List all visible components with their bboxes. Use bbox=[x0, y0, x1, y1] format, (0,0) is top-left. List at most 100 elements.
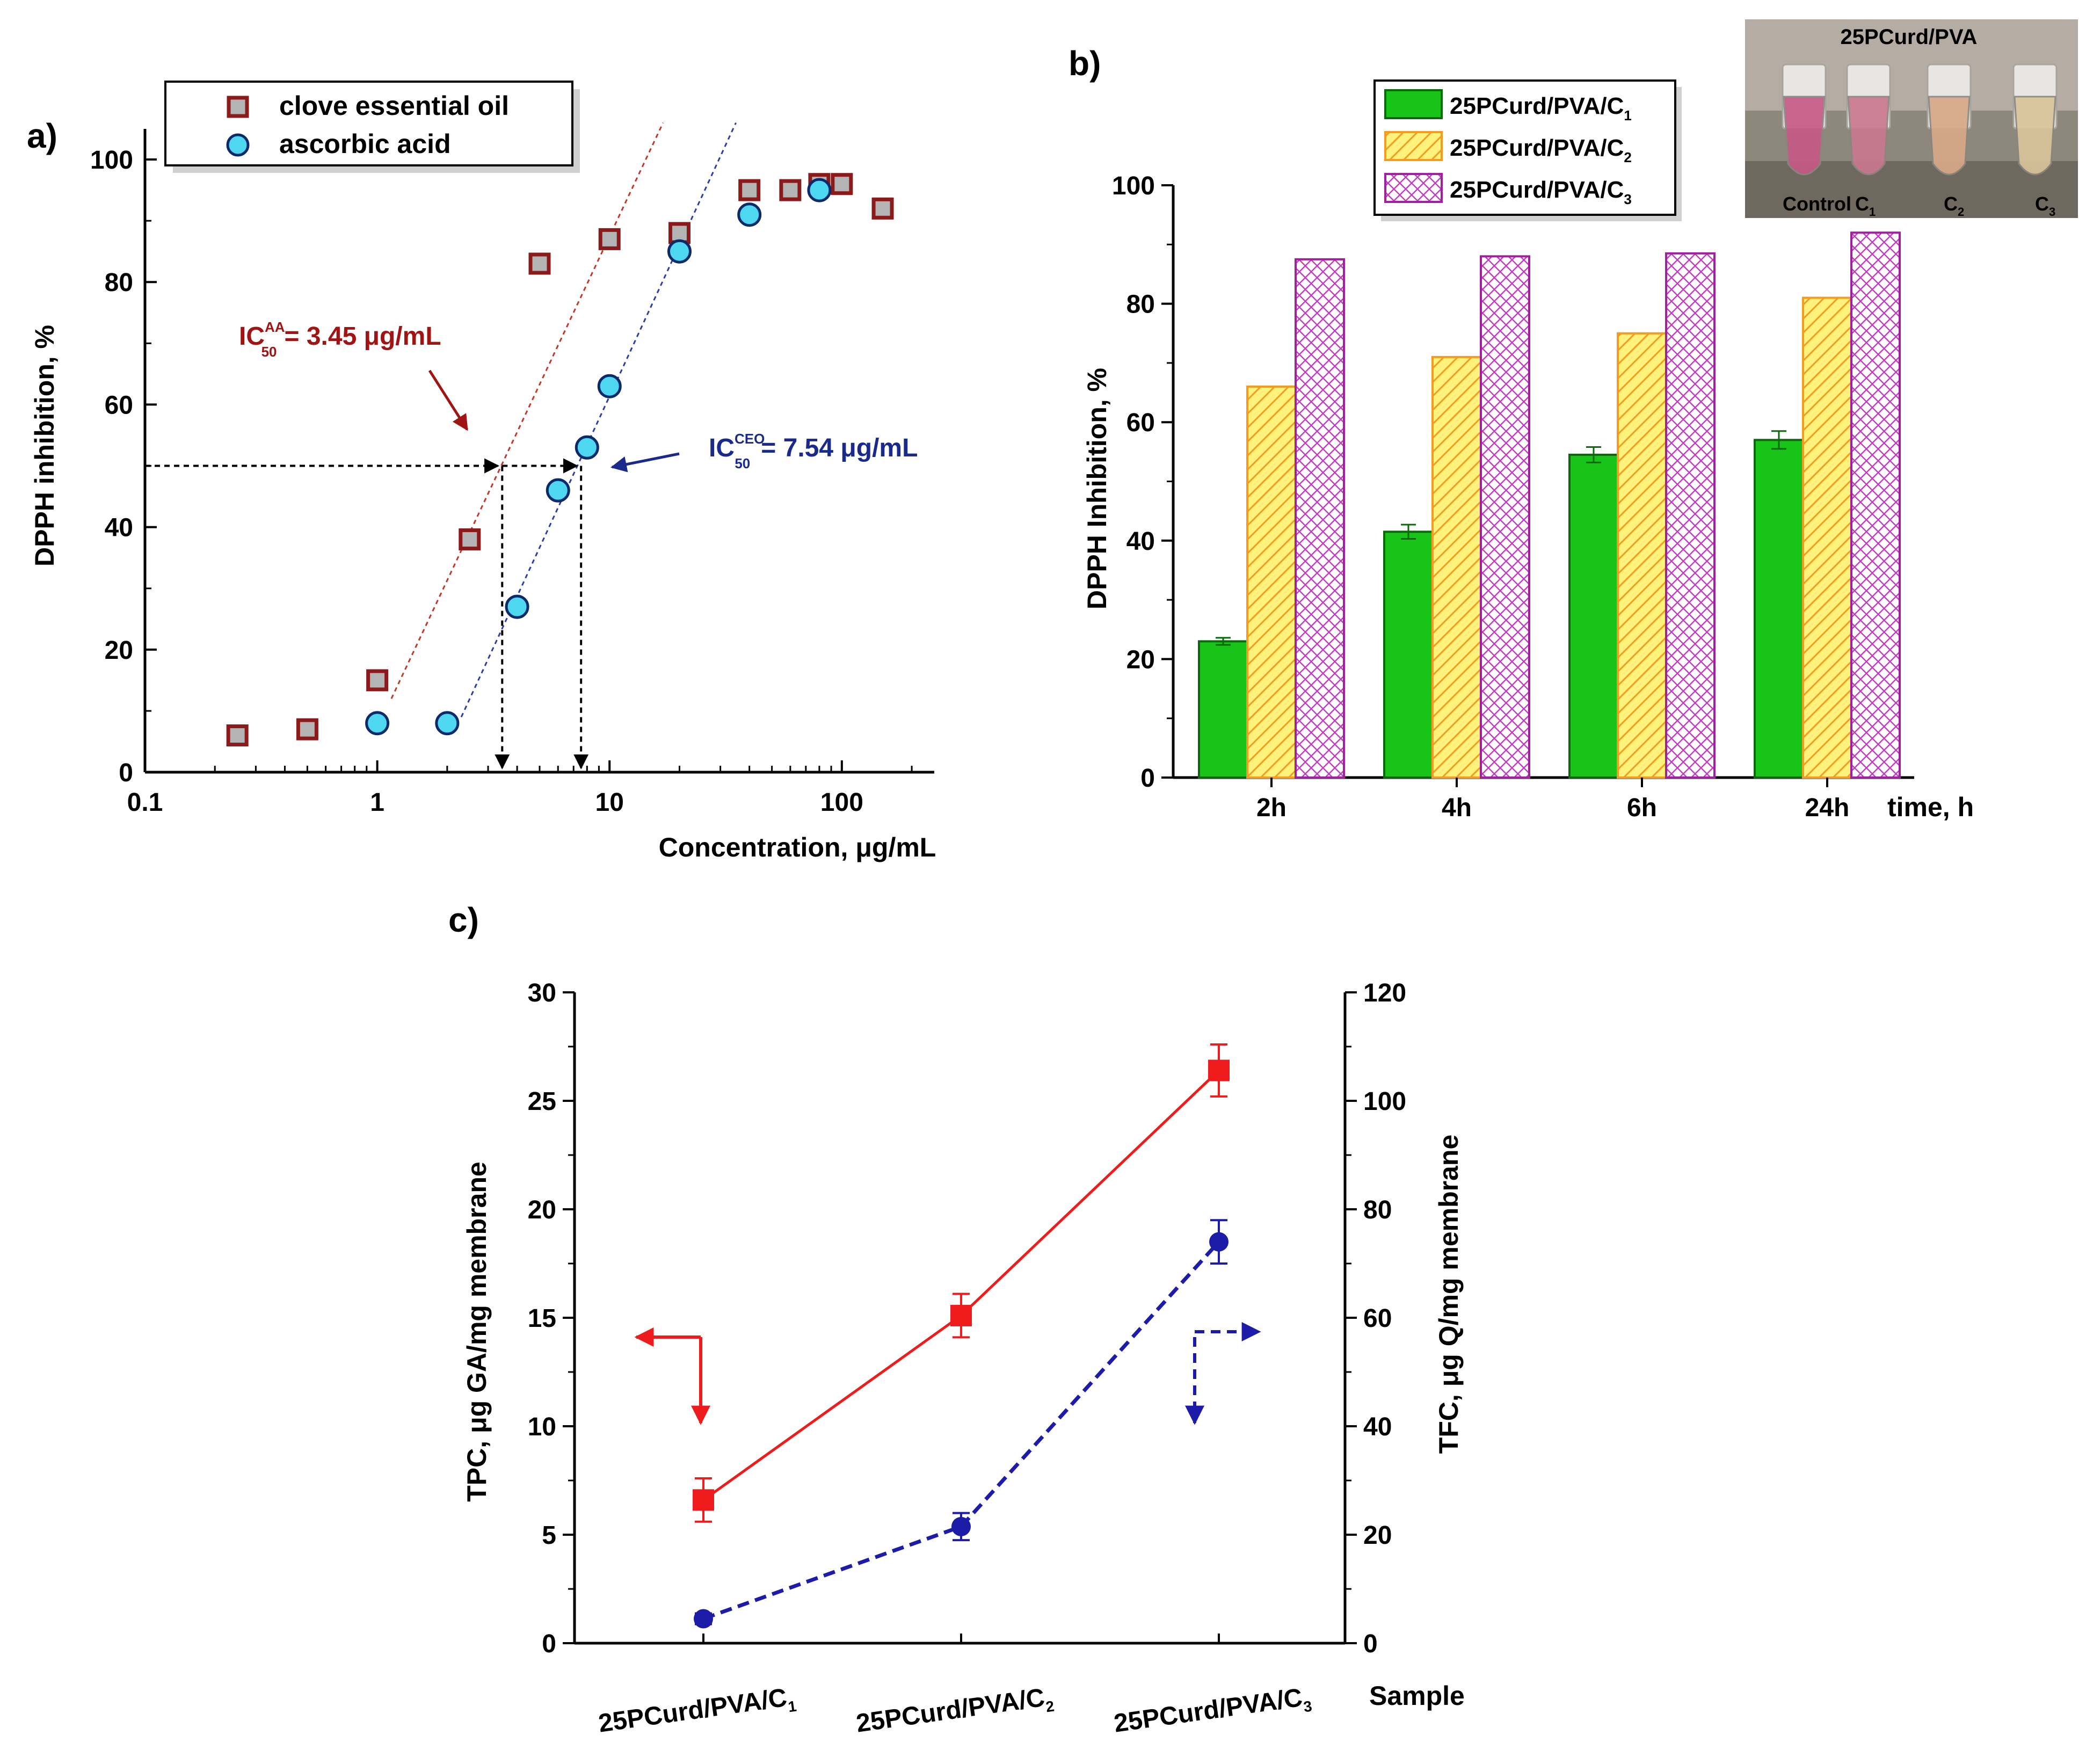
bar-2h-c3 bbox=[1295, 258, 1345, 779]
panel-b-ytick-label: 100 bbox=[1112, 172, 1155, 200]
legend-c2-swatch bbox=[1384, 131, 1443, 161]
vial-liquid bbox=[1928, 96, 1971, 176]
panel-b-ytick-label: 80 bbox=[1126, 291, 1155, 319]
point-clove bbox=[598, 228, 621, 250]
point-clove bbox=[296, 718, 318, 741]
point-TFC bbox=[951, 1516, 971, 1536]
panel-a-xtick-label: 10 bbox=[595, 788, 624, 817]
point-clove bbox=[738, 179, 761, 201]
panel-c-xtick-label: 25PCurd/PVA/C1 bbox=[597, 1682, 797, 1742]
panel-a-ytick-label: 100 bbox=[90, 146, 133, 175]
panel-b-ytick-label: 20 bbox=[1126, 645, 1155, 674]
panel-a-xtick-label: 100 bbox=[820, 788, 863, 817]
point-ascorbic bbox=[546, 478, 570, 503]
point-clove bbox=[831, 173, 853, 195]
panel-c-ytick-label-left: 10 bbox=[528, 1413, 556, 1441]
panel-c-xtick-label: 25PCurd/PVA/C2 bbox=[854, 1682, 1055, 1742]
legend-clove-label: clove essential oil bbox=[279, 91, 509, 121]
panel-c-ytick-label-right: 0 bbox=[1363, 1630, 1378, 1658]
panel-b-ylabel: DPPH Inhibition, % bbox=[1082, 368, 1112, 609]
vial-liquid bbox=[2014, 96, 2056, 176]
inset-label-c1: C1 bbox=[1855, 193, 1876, 219]
inset-label-c2: C2 bbox=[1944, 193, 1964, 219]
point-TPC bbox=[693, 1489, 714, 1511]
series-line-TPC bbox=[702, 1069, 1220, 1501]
point-TPC bbox=[1208, 1059, 1230, 1081]
panel-c-ytick-label-left: 25 bbox=[528, 1087, 556, 1116]
legend-c3-swatch bbox=[1384, 173, 1443, 203]
point-ascorbic bbox=[435, 711, 460, 736]
panel-b-xtick-label: 24h bbox=[1805, 794, 1850, 822]
panel-c-ytick-label-left: 30 bbox=[528, 979, 556, 1007]
point-clove bbox=[226, 724, 249, 747]
bar-6h-c3 bbox=[1665, 252, 1716, 779]
point-clove bbox=[366, 669, 389, 692]
panel-c-xlabel: Sample bbox=[1369, 1681, 1465, 1711]
panel-c-ytick-label-right: 100 bbox=[1363, 1087, 1406, 1116]
panel-b-chart: 0 20 40 60 80 100 2h 4h 6h 24h time, h DPPH Inhib… bbox=[1082, 19, 2078, 822]
vial-liquid bbox=[1847, 96, 1890, 176]
bar-24h-c1 bbox=[1754, 439, 1804, 779]
point-ascorbic bbox=[737, 202, 762, 227]
panel-a-ylabel: DPPH inhibition, % bbox=[30, 325, 60, 567]
panel-a-xtick-label: 1 bbox=[370, 788, 384, 817]
panel-c-ylabel-right: TFC, μg Q/mg membrane bbox=[1434, 1135, 1464, 1454]
annotation-ic50-ceo: ICCEO 50= 7.54 μg/mL bbox=[709, 431, 918, 471]
bar-4h-c2 bbox=[1431, 355, 1482, 779]
panel-a-ytick-label: 60 bbox=[105, 391, 133, 419]
bar-6h-c1 bbox=[1568, 453, 1619, 779]
point-ascorbic bbox=[505, 594, 529, 619]
legend-c3-label: 25PCurd/PVA/C3 bbox=[1450, 177, 1632, 207]
panel-b-xtick-label: 4h bbox=[1442, 794, 1472, 822]
bar-24h-c2 bbox=[1802, 296, 1852, 779]
panel-b-ytick-label: 40 bbox=[1126, 527, 1155, 556]
point-ascorbic bbox=[667, 239, 692, 264]
series-line-TFC bbox=[702, 1240, 1220, 1621]
vial-liquid bbox=[1783, 96, 1826, 176]
panel-b-xtick-label: 2h bbox=[1256, 794, 1287, 822]
point-clove bbox=[459, 528, 481, 550]
panel-label-c: c) bbox=[448, 901, 479, 939]
panel-b-xtick-label: 6h bbox=[1627, 794, 1657, 822]
panel-b-ytick-label: 60 bbox=[1126, 409, 1155, 437]
panel-a-ytick-label: 0 bbox=[119, 759, 133, 787]
point-TFC bbox=[694, 1609, 713, 1629]
panel-c-ytick-label-right: 20 bbox=[1363, 1521, 1392, 1550]
point-clove bbox=[528, 252, 551, 275]
panel-c-chart: 0 5 10 15 20 25 30 0 20 40 60 80 100 120 25PCurd/PVA/C… bbox=[462, 979, 1465, 1742]
panel-c-xtick-label: 25PCurd/PVA/C3 bbox=[1112, 1682, 1313, 1742]
panel-c-ytick-label-left: 0 bbox=[542, 1630, 556, 1658]
panel-a-xtick-label: 0.1 bbox=[127, 788, 163, 817]
point-clove bbox=[668, 222, 691, 244]
point-TFC bbox=[1209, 1232, 1229, 1252]
panel-label-a: a) bbox=[27, 117, 57, 155]
point-ascorbic bbox=[365, 711, 390, 736]
panel-c-ylabel-left: TPC, μg GA/mg membrane bbox=[462, 1162, 492, 1501]
panel-a-ytick-label: 20 bbox=[105, 636, 133, 665]
panel-b-xlabel: time, h bbox=[1887, 792, 1974, 822]
point-clove bbox=[779, 179, 802, 201]
point-ascorbic bbox=[575, 435, 599, 460]
annotation-aa-arrow bbox=[428, 369, 469, 431]
panel-a-ytick-label: 80 bbox=[105, 268, 133, 297]
legend-ascorbic-label: ascorbic acid bbox=[279, 129, 451, 159]
annotation-ceo-arrow bbox=[610, 452, 680, 473]
inset-title: 25PCurd/PVA bbox=[1841, 25, 1978, 49]
panel-label-b: b) bbox=[1069, 44, 1101, 83]
panel-c-ytick-label-right: 120 bbox=[1363, 979, 1406, 1007]
bar-24h-c3 bbox=[1850, 231, 1901, 779]
panel-a-chart: 0.1 1 10 100 0 20 40 60 80 100 Concentration, μg/… bbox=[30, 81, 936, 862]
panel-c-ytick-label-left: 5 bbox=[542, 1521, 556, 1550]
point-ascorbic bbox=[597, 374, 622, 398]
point-clove bbox=[871, 197, 894, 220]
panel-b-legend: 25PCurd/PVA/C1 25PCurd/PVA/C2 25PCurd/PV… bbox=[1373, 79, 1682, 221]
inset-label-control: Control bbox=[1783, 193, 1851, 215]
panel-a-xlabel: Concentration, μg/mL bbox=[659, 832, 936, 862]
inset-label-c3: C3 bbox=[2035, 193, 2055, 219]
bar-4h-c3 bbox=[1480, 255, 1530, 779]
panel-c-ytick-label-right: 80 bbox=[1363, 1196, 1392, 1224]
legend-ascorbic-marker bbox=[226, 133, 250, 157]
legend-c1-label: 25PCurd/PVA/C1 bbox=[1450, 93, 1632, 124]
